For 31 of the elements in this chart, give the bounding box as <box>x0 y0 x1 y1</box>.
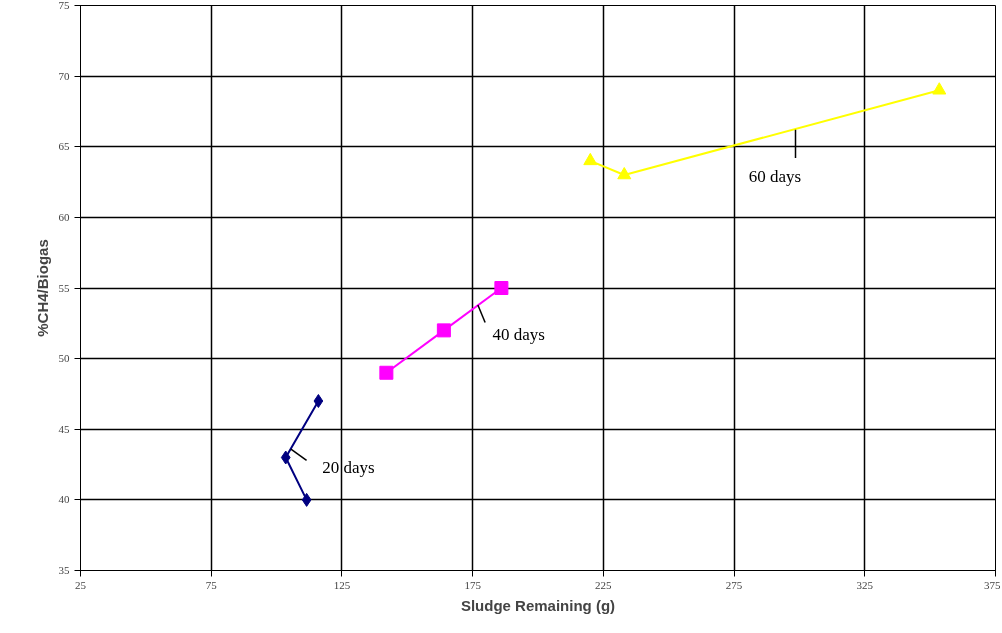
x-tick-label: 75 <box>205 578 218 591</box>
point <box>494 281 509 295</box>
x-tick-label: 125 <box>333 578 351 591</box>
point <box>436 323 451 338</box>
x-tick-label: 275 <box>725 578 743 591</box>
x-axis-title: Sludge Remaining (g) <box>460 596 616 614</box>
y-tick-label: 55 <box>58 281 70 294</box>
point <box>583 152 598 166</box>
x-tick-label: 225 <box>595 578 613 591</box>
point <box>379 365 394 380</box>
y-axis-title: %CH4/Biogas <box>33 239 51 337</box>
y-tick-label: 50 <box>58 352 70 365</box>
y-tick-label: 65 <box>58 140 70 153</box>
annotation: 60 days <box>748 167 802 187</box>
y-tick-label: 35 <box>58 564 70 576</box>
point <box>617 166 632 180</box>
y-tick-label: 60 <box>58 210 70 223</box>
x-tick-label: 375 <box>984 578 1001 591</box>
y-tick-label: 75 <box>58 0 70 11</box>
y-tick-label: 45 <box>58 422 70 435</box>
point <box>932 82 947 95</box>
point <box>280 450 291 465</box>
annotation: 40 days <box>492 324 545 344</box>
annotation: 20 days <box>322 458 375 478</box>
x-tick-label: 25 <box>75 578 87 591</box>
x-tick-label: 325 <box>856 578 874 591</box>
point <box>313 394 324 408</box>
y-tick-label: 40 <box>58 493 70 506</box>
point <box>301 492 312 507</box>
x-tick-label: 175 <box>464 578 482 591</box>
y-tick-label: 70 <box>58 69 70 82</box>
